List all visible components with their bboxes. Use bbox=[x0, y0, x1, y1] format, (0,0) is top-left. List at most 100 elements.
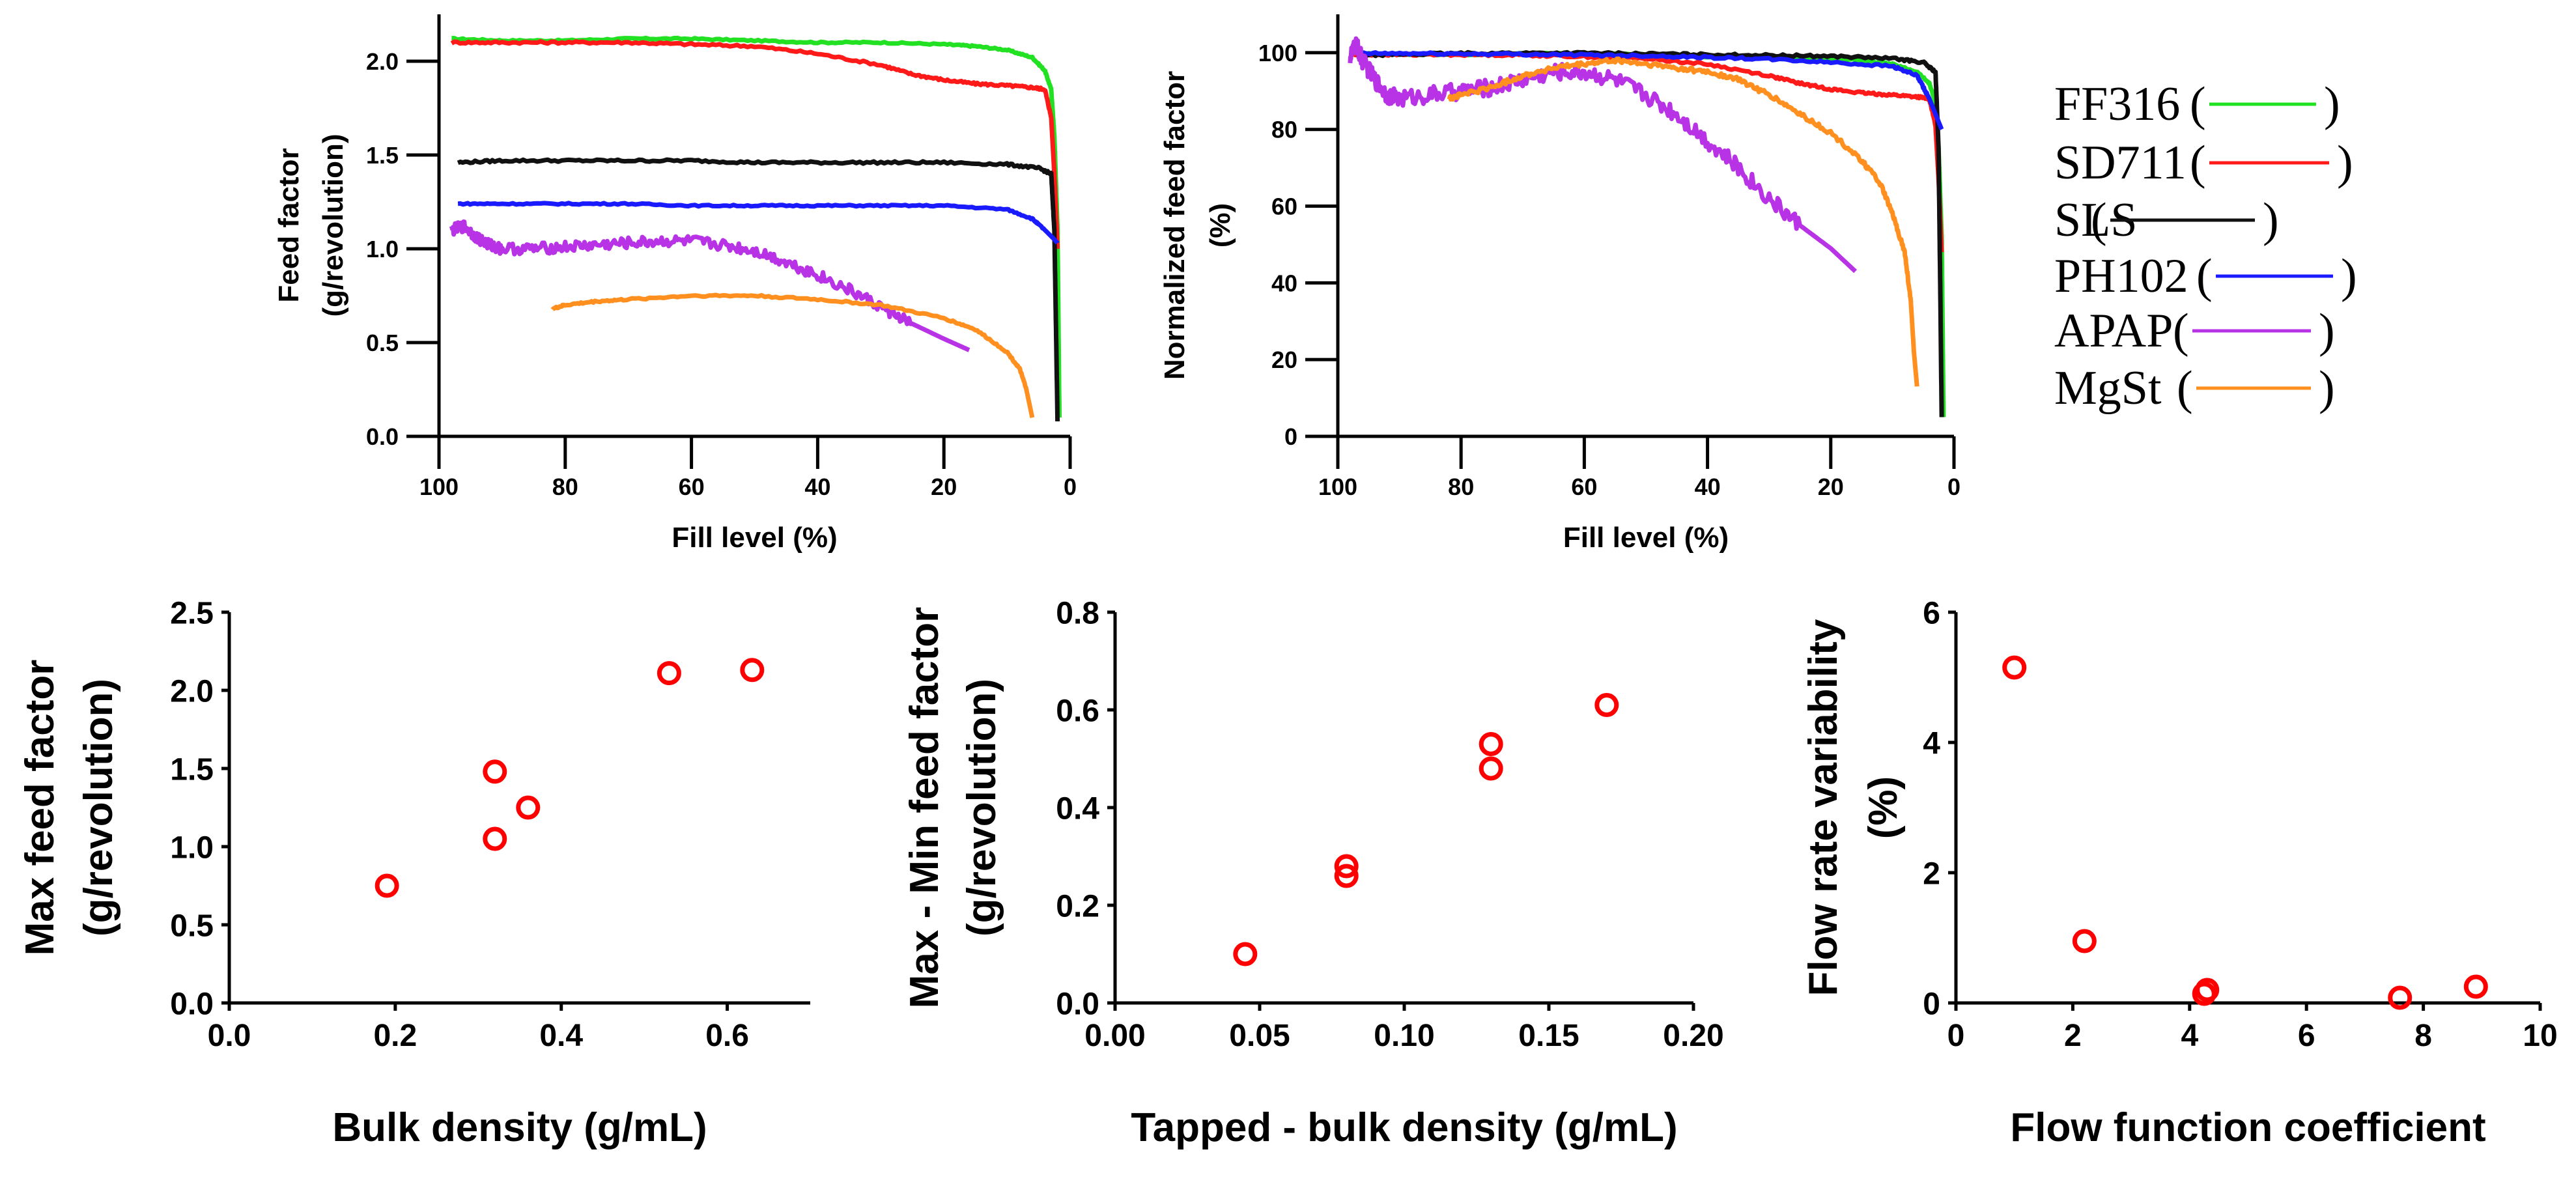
series-line-apap bbox=[1348, 36, 1858, 274]
y-tick-label: 2.0 bbox=[366, 48, 399, 75]
x-tick-label: 0.4 bbox=[539, 1019, 583, 1053]
legend-close-paren: ) bbox=[2337, 136, 2353, 190]
legend-label-mgst: MgSt bbox=[2054, 361, 2162, 415]
x-tick-label: 80 bbox=[552, 473, 578, 500]
y-axis-title: Max - Min feed factor bbox=[902, 607, 947, 1009]
data-point bbox=[516, 795, 541, 820]
x-tick-label: 0.20 bbox=[1663, 1019, 1723, 1053]
x-tick-label: 20 bbox=[1818, 473, 1844, 500]
data-point bbox=[2388, 985, 2413, 1010]
y-tick-label: 0 bbox=[1923, 987, 1940, 1021]
series-line-ff316 bbox=[1349, 49, 1946, 417]
legend-close-paren: ) bbox=[2324, 78, 2340, 131]
x-tick-label: 0.0 bbox=[208, 1019, 251, 1053]
y-axis-title-units: (%) bbox=[1204, 203, 1236, 247]
x-tick-label: 0 bbox=[1064, 473, 1077, 500]
y-tick-label: 1.5 bbox=[366, 142, 399, 169]
y-axis-title: Normalized feed factor bbox=[1159, 71, 1191, 380]
x-tick-label: 8 bbox=[2414, 1019, 2432, 1053]
y-tick-label: 0.6 bbox=[1056, 694, 1099, 728]
x-axis-title: Flow function coefficient bbox=[2010, 1105, 2485, 1150]
y-tick-label: 1.0 bbox=[170, 830, 214, 865]
data-point bbox=[375, 873, 399, 898]
y-tick-label: 2.0 bbox=[170, 674, 214, 709]
y-tick-label: 2.5 bbox=[170, 596, 214, 630]
x-tick-label: 0 bbox=[1947, 473, 1960, 500]
series-line-mgst bbox=[1447, 56, 1919, 387]
data-point bbox=[483, 759, 507, 784]
x-tick-label: 60 bbox=[1571, 473, 1597, 500]
y-tick-label: 0.2 bbox=[1056, 889, 1099, 923]
x-tick-label: 100 bbox=[419, 473, 459, 500]
x-tick-label: 4 bbox=[2181, 1019, 2198, 1053]
x-tick-label: 0 bbox=[1947, 1019, 1965, 1053]
data-point bbox=[1479, 756, 1503, 781]
y-tick-label: 80 bbox=[1271, 117, 1297, 143]
legend-open-paren: ( bbox=[2190, 78, 2206, 131]
data-point bbox=[1594, 693, 1619, 717]
y-axis-title: Flow rate variability bbox=[1801, 619, 1846, 996]
data-point bbox=[740, 658, 765, 683]
legend-label-sd711: SD711 bbox=[2054, 136, 2187, 190]
x-axis-title: Bulk density (g/mL) bbox=[332, 1105, 707, 1150]
data-point bbox=[1479, 732, 1503, 756]
legend-label-apap: APAP bbox=[2054, 304, 2173, 358]
flow-rate-variability-chart: 0 2 4 6 8 10 0 2 4 6 Flow function coefficient Flow… bbox=[1801, 596, 2558, 1150]
legend-close-paren: ) bbox=[2341, 249, 2357, 303]
y-tick-label: 0.0 bbox=[1056, 987, 1099, 1021]
y-axis-title-units: (g/revolution) bbox=[317, 134, 349, 317]
legend-open-paren: ( bbox=[2177, 361, 2193, 415]
x-tick-label: 60 bbox=[679, 473, 705, 500]
x-tick-label: 6 bbox=[2298, 1019, 2315, 1053]
data-point bbox=[1334, 864, 1359, 888]
data-point bbox=[2463, 974, 2488, 999]
y-axis-title-units: (g/revolution) bbox=[959, 679, 1004, 937]
x-axis-title: Fill level (%) bbox=[1563, 522, 1729, 554]
y-tick-label: 40 bbox=[1271, 270, 1297, 296]
y-tick-label: 2 bbox=[1923, 856, 1940, 891]
x-tick-label: 0.6 bbox=[705, 1019, 749, 1053]
x-tick-label: 0.10 bbox=[1374, 1019, 1434, 1053]
data-point bbox=[657, 661, 681, 686]
legend-open-paren: ( bbox=[2173, 304, 2189, 358]
data-point bbox=[1334, 854, 1359, 879]
x-axis-title: Tapped - bulk density (g/mL) bbox=[1131, 1105, 1677, 1150]
series-line-sd711 bbox=[450, 39, 1060, 249]
x-tick-label: 0.2 bbox=[373, 1019, 417, 1053]
y-tick-label: 100 bbox=[1258, 40, 1297, 66]
x-axis-title: Fill level (%) bbox=[672, 522, 837, 554]
series-line-mgst bbox=[550, 292, 1035, 419]
data-point bbox=[2072, 929, 2097, 953]
x-tick-label: 40 bbox=[804, 473, 830, 500]
legend-label-ff316: FF316 bbox=[2054, 78, 2180, 131]
feed-factor-chart: 100 80 60 40 20 0 0.0 0.5 1.0 1.5 2.0 Fill level (%… bbox=[273, 14, 1077, 554]
x-tick-label: 100 bbox=[1318, 473, 1357, 500]
y-tick-label: 0.5 bbox=[366, 330, 399, 356]
legend-open-paren: ( bbox=[2190, 136, 2206, 190]
x-tick-label: 0.05 bbox=[1229, 1019, 1290, 1053]
x-tick-label: 40 bbox=[1695, 473, 1721, 500]
max-min-feed-factor-chart: 0.00 0.05 0.10 0.15 0.20 0.0 0.2 0.4 0.6 0.8 Tappe… bbox=[902, 596, 1724, 1150]
max-feed-factor-chart: 0.0 0.2 0.4 0.6 0.0 0.5 1.0 1.5 2.0 2.5 Bulk densi… bbox=[18, 596, 810, 1150]
y-tick-label: 20 bbox=[1271, 346, 1297, 373]
y-tick-label: 0.4 bbox=[1056, 791, 1099, 826]
data-point bbox=[1233, 942, 1258, 966]
x-tick-label: 20 bbox=[931, 473, 957, 500]
x-tick-label: 2 bbox=[2064, 1019, 2082, 1053]
legend-close-paren: ) bbox=[2319, 304, 2335, 358]
y-axis-title-units: (g/revolution) bbox=[76, 679, 121, 937]
x-tick-label: 80 bbox=[1448, 473, 1474, 500]
series-line-ph102 bbox=[1355, 50, 1944, 132]
legend-close-paren: ) bbox=[2319, 361, 2335, 415]
y-tick-label: 0.0 bbox=[170, 987, 214, 1021]
y-axis-title: Feed factor bbox=[273, 148, 305, 302]
data-point bbox=[2195, 978, 2220, 1002]
data-point bbox=[483, 826, 507, 851]
y-tick-label: 6 bbox=[1923, 596, 1940, 630]
y-tick-label: 60 bbox=[1271, 193, 1297, 220]
legend-label-ph102: PH102 bbox=[2054, 249, 2188, 303]
series-line-apap bbox=[449, 219, 970, 352]
x-tick-label: 10 bbox=[2523, 1019, 2557, 1053]
x-tick-label: 0.00 bbox=[1084, 1019, 1145, 1053]
series-line-ff316 bbox=[451, 35, 1062, 418]
